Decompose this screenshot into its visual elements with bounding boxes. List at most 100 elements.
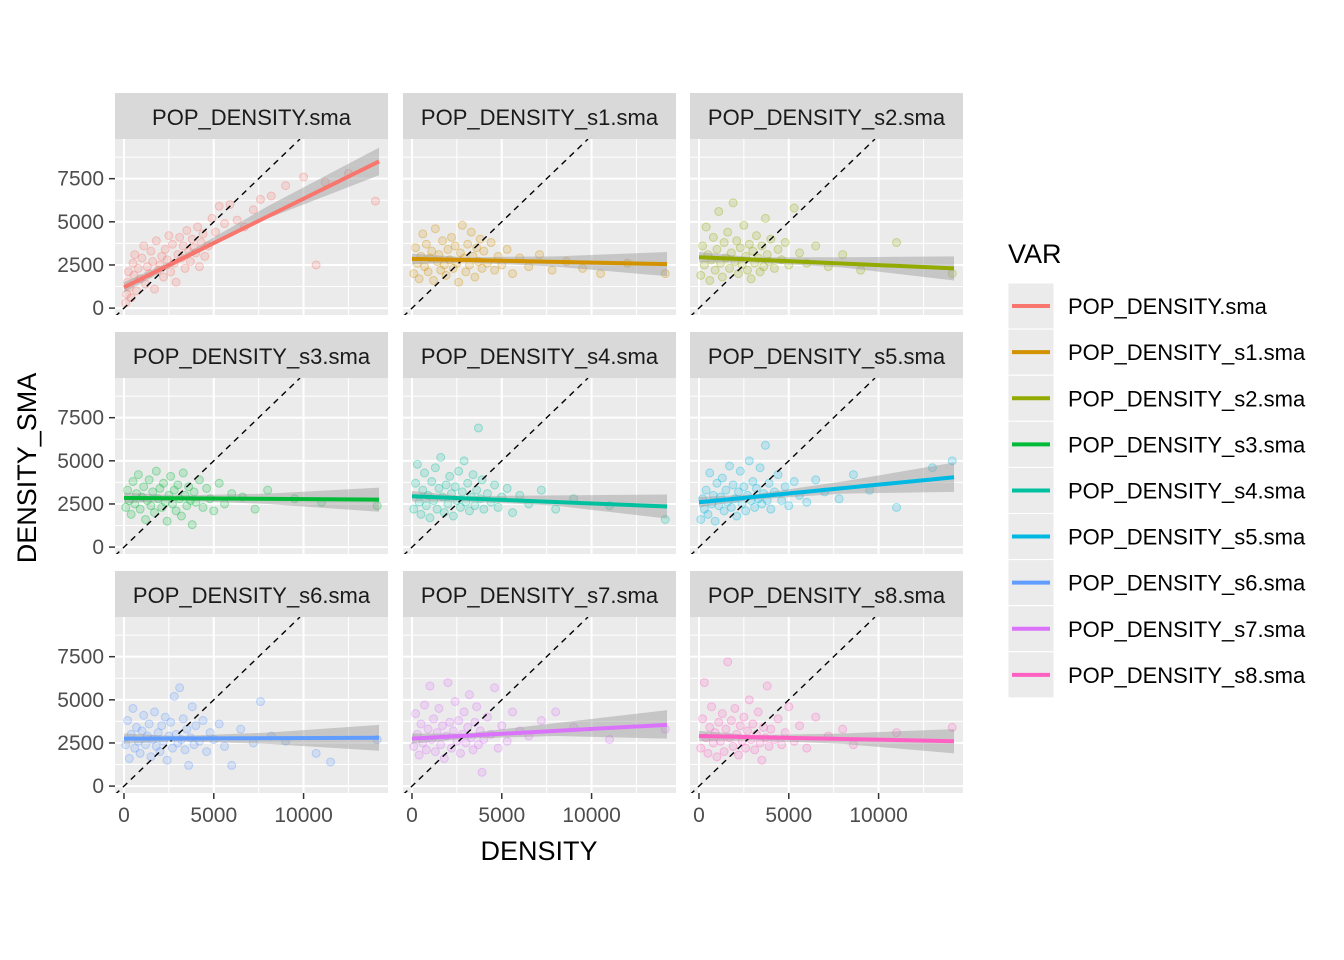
data-point bbox=[708, 232, 718, 242]
data-point bbox=[255, 194, 265, 204]
data-point bbox=[436, 452, 446, 462]
data-point bbox=[472, 702, 482, 712]
panel-4-plot-area bbox=[115, 378, 382, 554]
data-point bbox=[468, 470, 478, 480]
data-point bbox=[123, 267, 133, 277]
legend-label: POP_DENSITY_s1.sma bbox=[1068, 340, 1306, 365]
panel-9-strip-label: POP_DENSITY_s8.sma bbox=[708, 583, 946, 608]
data-point bbox=[735, 243, 745, 253]
data-point bbox=[142, 262, 152, 272]
data-point bbox=[502, 736, 512, 746]
legend-label: POP_DENSITY_s5.sma bbox=[1068, 525, 1306, 550]
data-point bbox=[457, 487, 467, 497]
data-point bbox=[430, 463, 440, 473]
panel-9-plot-area bbox=[690, 617, 957, 793]
data-point bbox=[497, 721, 507, 731]
panel-5-strip bbox=[403, 332, 676, 378]
legend-label: POP_DENSITY.sma bbox=[1068, 294, 1268, 319]
panel-5-reference-line bbox=[403, 378, 589, 554]
panel-8-background bbox=[403, 617, 676, 793]
data-point bbox=[764, 478, 774, 488]
data-point bbox=[214, 201, 224, 211]
panel-8-strip-label: POP_DENSITY_s7.sma bbox=[421, 583, 659, 608]
panel-1-plot-area bbox=[115, 139, 380, 315]
data-point bbox=[773, 714, 783, 724]
data-point bbox=[198, 716, 208, 726]
data-point bbox=[182, 501, 192, 511]
data-point bbox=[739, 712, 749, 722]
y-axis-label: DENSITY_SMA bbox=[12, 373, 42, 564]
data-point bbox=[150, 284, 160, 294]
data-point bbox=[429, 714, 439, 724]
data-point bbox=[470, 501, 480, 511]
y-tick-label: 5000 bbox=[57, 689, 104, 712]
data-point bbox=[744, 239, 754, 249]
data-point bbox=[427, 477, 437, 487]
data-point bbox=[947, 456, 957, 466]
data-point bbox=[719, 747, 729, 757]
data-point bbox=[764, 741, 774, 751]
data-point bbox=[473, 423, 483, 433]
data-point bbox=[472, 485, 482, 495]
data-point bbox=[777, 740, 787, 750]
panel-5-trend-line bbox=[411, 494, 668, 509]
data-point bbox=[490, 480, 500, 490]
data-point bbox=[707, 702, 717, 712]
data-point bbox=[193, 222, 203, 232]
data-point bbox=[436, 740, 446, 750]
panel-1-reference-line bbox=[115, 139, 301, 315]
data-point bbox=[703, 509, 713, 519]
panel-3-reference-line bbox=[690, 139, 876, 315]
data-point bbox=[151, 741, 161, 751]
data-point bbox=[463, 722, 473, 732]
data-point bbox=[133, 263, 143, 273]
legend: VAR POP_DENSITY.smaPOP_DENSITY_s1.smaPOP… bbox=[1007, 239, 1306, 699]
data-point bbox=[250, 504, 260, 514]
panel-4-reference-line bbox=[115, 378, 301, 554]
x-tick-label: 5000 bbox=[190, 804, 237, 827]
data-point bbox=[151, 236, 161, 246]
data-point bbox=[445, 471, 455, 481]
data-point bbox=[757, 755, 767, 765]
data-point bbox=[196, 238, 206, 248]
data-point bbox=[712, 478, 722, 488]
data-point bbox=[742, 726, 752, 736]
panel-9-gridlines bbox=[690, 617, 963, 793]
data-point bbox=[454, 466, 464, 476]
data-point bbox=[171, 506, 181, 516]
data-point bbox=[144, 719, 154, 729]
data-point bbox=[124, 753, 134, 763]
data-point bbox=[735, 466, 745, 476]
data-point bbox=[660, 269, 670, 279]
data-point bbox=[741, 743, 751, 753]
data-point bbox=[416, 509, 426, 519]
legend-label: POP_DENSITY_s7.sma bbox=[1068, 617, 1306, 642]
data-point bbox=[450, 697, 460, 707]
legend-label: POP_DENSITY_s3.sma bbox=[1068, 432, 1306, 457]
data-point bbox=[209, 506, 219, 516]
data-point bbox=[416, 719, 426, 729]
data-point bbox=[750, 502, 760, 512]
data-point bbox=[811, 241, 821, 251]
panel-6: POP_DENSITY_s5.sma bbox=[690, 332, 963, 554]
data-point bbox=[728, 480, 738, 490]
data-point bbox=[429, 275, 439, 285]
data-point bbox=[464, 690, 474, 700]
data-point bbox=[714, 206, 724, 216]
data-point bbox=[281, 181, 291, 191]
x-tick-label: 10000 bbox=[274, 804, 332, 827]
data-point bbox=[139, 482, 149, 492]
panel-6-background bbox=[690, 378, 963, 554]
data-point bbox=[141, 514, 151, 524]
panel-9-confidence-band bbox=[698, 729, 955, 754]
data-point bbox=[133, 470, 143, 480]
data-point bbox=[164, 231, 174, 241]
data-point bbox=[414, 750, 424, 760]
data-point bbox=[173, 480, 183, 490]
facet-panels: POP_DENSITY.sma0250050007500POP_DENSITY_… bbox=[57, 93, 963, 827]
data-point bbox=[493, 502, 503, 512]
data-point bbox=[739, 220, 749, 230]
data-point bbox=[536, 485, 546, 495]
panel-3-background bbox=[690, 139, 963, 315]
panel-7-strip bbox=[115, 571, 388, 617]
